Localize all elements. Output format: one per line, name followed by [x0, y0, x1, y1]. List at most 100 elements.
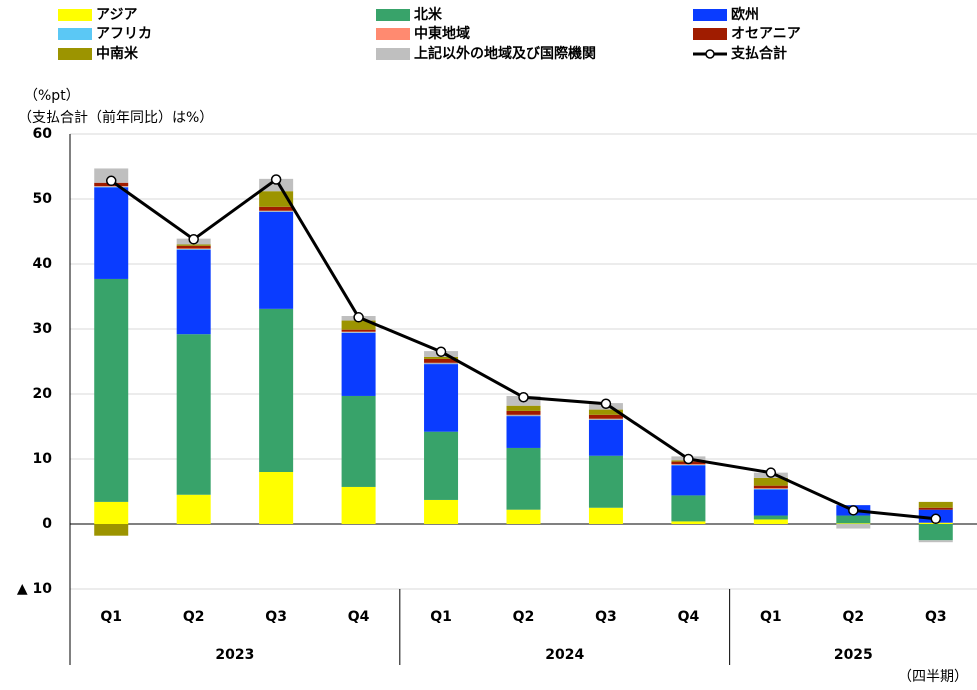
group-label: 2023	[215, 647, 254, 663]
legend-label: 北米	[414, 6, 443, 23]
bar-segment	[176, 494, 211, 524]
total-marker	[105, 175, 117, 187]
bar-segment	[94, 186, 129, 187]
bar-segment	[424, 499, 459, 524]
x-axis-label: （四半期）	[898, 669, 968, 685]
bar-segment	[918, 524, 953, 541]
bar-segment	[424, 356, 459, 359]
total-marker	[188, 234, 199, 245]
bar-segment	[671, 465, 706, 496]
legend-label: 支払合計	[730, 45, 787, 62]
y-tick-label: 60	[33, 126, 53, 142]
x-tick-label: Q1	[760, 609, 782, 625]
bar-segment	[506, 415, 541, 417]
bar-segment	[753, 489, 788, 516]
legend-swatch	[376, 9, 410, 21]
x-tick-label: Q3	[595, 609, 617, 625]
bar-segment	[94, 524, 129, 536]
total-marker	[765, 467, 777, 478]
x-tick-label: Q3	[265, 609, 287, 625]
x-tick-label: Q4	[348, 609, 370, 625]
bar-segment	[671, 464, 706, 466]
total-marker	[600, 398, 612, 409]
legend-swatch	[58, 28, 92, 40]
bar-segment	[506, 509, 541, 524]
bar-segment	[424, 358, 459, 363]
y-axis-label: （%pt）	[24, 88, 80, 104]
legend-label: アフリカ	[96, 26, 152, 42]
bar-segment	[671, 464, 706, 465]
group-label: 2025	[834, 647, 873, 663]
bar-segment	[176, 244, 211, 246]
bar-segment	[176, 248, 211, 250]
bar-segment	[94, 187, 129, 279]
group-label: 2024	[545, 647, 584, 663]
bar-segment	[176, 249, 211, 335]
bar-segment	[588, 420, 623, 456]
bar-segment	[341, 332, 376, 396]
legend-label: アジア	[96, 7, 137, 23]
bar-segment	[918, 501, 953, 508]
bar-segment	[506, 414, 541, 416]
bar-segment	[94, 186, 129, 188]
bar-segment	[753, 519, 788, 524]
y-tick-label: 40	[33, 256, 53, 272]
bar-segment	[259, 211, 294, 212]
bar-segment	[836, 524, 871, 529]
legend-swatch	[693, 28, 727, 40]
total-marker	[270, 174, 282, 185]
bar-segment	[424, 363, 459, 365]
bar-segment	[588, 455, 623, 508]
y-tick-label: 50	[33, 191, 53, 207]
bar-segment	[94, 501, 129, 524]
bar-segment	[836, 523, 871, 524]
legend-marker	[705, 49, 715, 59]
legend-swatch	[376, 28, 410, 40]
legend-swatch	[693, 9, 727, 21]
bar-segment	[588, 409, 623, 415]
bar-segment	[506, 405, 541, 411]
total-marker	[930, 513, 942, 525]
bar-segment	[341, 329, 376, 332]
x-tick-label: Q4	[678, 609, 700, 625]
bar-segment	[341, 320, 376, 330]
bar-segment	[588, 507, 623, 524]
bar-segment	[506, 447, 541, 510]
bar-segment	[341, 331, 376, 333]
bar-segment	[341, 486, 376, 524]
bar-segment	[753, 485, 788, 489]
bar-segment	[176, 245, 211, 249]
bar-segment	[341, 332, 376, 333]
x-tick-label: Q2	[842, 609, 864, 625]
bar-segment	[259, 210, 294, 212]
bar-segment	[259, 206, 294, 211]
bar-segment	[671, 495, 706, 522]
bar-segment	[259, 178, 294, 192]
x-tick-label: Q2	[183, 609, 205, 625]
legend-label: 中南米	[96, 45, 139, 62]
legend-swatch	[58, 48, 92, 60]
bar-segment	[259, 308, 294, 472]
bar-segment	[836, 515, 871, 524]
y-tick-label: 10	[33, 451, 53, 467]
y-tick-label: 20	[33, 386, 53, 402]
bar-segment	[506, 410, 541, 415]
bar-segment	[176, 334, 211, 495]
bar-segment	[94, 278, 129, 502]
bar-segment	[918, 540, 953, 543]
y-tick-label: 30	[33, 321, 53, 337]
total-marker	[435, 346, 447, 357]
legend-swatch	[376, 48, 410, 60]
bar-segment	[753, 515, 788, 520]
bar-segment	[588, 414, 623, 419]
x-tick-label: Q1	[100, 609, 122, 625]
bar-segment	[506, 416, 541, 448]
y-tick-label: ▲ 10	[17, 581, 52, 597]
total-marker	[683, 453, 694, 465]
legend-label: オセアニア	[731, 26, 801, 42]
bar-segment	[424, 364, 459, 432]
bar-segment	[588, 418, 623, 420]
y-tick-label: 0	[42, 516, 52, 532]
bar-segment	[424, 431, 459, 500]
